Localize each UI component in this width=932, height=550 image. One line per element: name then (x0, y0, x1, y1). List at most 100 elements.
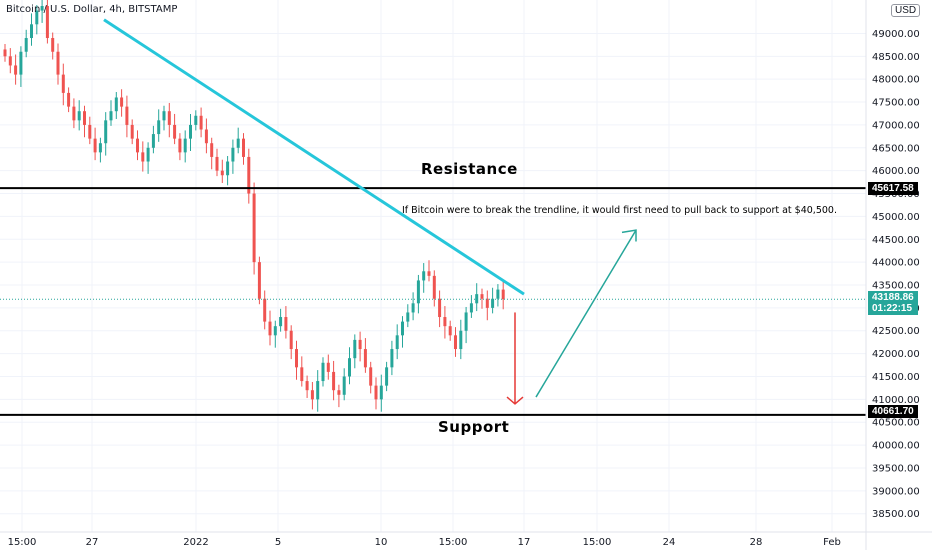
candle-body (279, 317, 283, 327)
candle-body (194, 115, 198, 125)
candle-body (475, 294, 479, 304)
candle-body (77, 111, 81, 121)
price-axis: 49000.00 48500.00 48000.00 47500.00 47000.00… (865, 0, 920, 550)
candle-body (93, 138, 97, 153)
y-tick-label: 39000.00 (872, 486, 920, 497)
candle-body (469, 303, 473, 313)
up-arrow-head (621, 229, 637, 242)
y-tick-label: 43500.00 (872, 281, 920, 292)
candle-body (385, 367, 389, 386)
x-tick-label: Feb (823, 537, 841, 548)
candle-body (146, 147, 150, 162)
down-arrow-head (506, 396, 524, 405)
candle-body (40, 6, 44, 11)
candle-body (56, 51, 60, 75)
candle-body (114, 97, 118, 112)
up-arrow-shaft (535, 229, 637, 398)
candle-body (125, 106, 129, 125)
candle-body (72, 106, 76, 121)
support-price-tag: 40661.70 (868, 405, 918, 418)
current-price-tag: 43188.86 01:22:15 (868, 291, 918, 315)
candle-body (30, 24, 33, 39)
candle-body (3, 49, 7, 57)
candle-body (136, 138, 139, 153)
trendline-note: If Bitcoin were to break the trendline, … (402, 205, 837, 216)
candle-body (422, 271, 426, 281)
candle-body (289, 330, 293, 350)
candle-body (215, 156, 219, 171)
y-tick-label: 40500.00 (872, 418, 920, 429)
candle-body (183, 138, 187, 153)
candle-body (459, 330, 463, 350)
candle-body (284, 317, 288, 331)
candle-body (104, 120, 108, 144)
candle-body (236, 138, 240, 148)
y-tick-label: 48500.00 (872, 52, 920, 63)
candle-body (406, 312, 410, 322)
candle-body (226, 161, 230, 176)
candle-body (454, 335, 457, 350)
candle-body (448, 326, 452, 336)
chart-title: Bitcoin / U.S. Dollar, 4h, BITSTAMP (6, 4, 178, 15)
y-tick-label: 42500.00 (872, 326, 920, 337)
x-tick-label: 28 (750, 537, 763, 548)
candle-body (220, 170, 224, 176)
candle-body (204, 129, 208, 144)
y-tick-label: 45000.00 (872, 212, 920, 223)
candle-body (395, 335, 399, 350)
x-tick-label: 24 (663, 537, 676, 548)
candle-body (464, 312, 468, 331)
candle-body (8, 56, 12, 66)
candle-body (342, 376, 346, 395)
candle-body (88, 124, 92, 139)
candle-body (363, 349, 367, 368)
candle-body (310, 390, 314, 400)
candle-body (98, 143, 102, 153)
grid-lines (0, 0, 866, 532)
candle-body (151, 134, 155, 148)
y-tick-label: 40000.00 (872, 441, 920, 452)
candle-body (247, 156, 251, 194)
candle-body (390, 349, 394, 368)
candle-body (83, 111, 86, 125)
currency-selector[interactable]: USD (891, 4, 921, 17)
x-tick-label: 5 (275, 537, 281, 548)
candle-body (321, 362, 325, 382)
candle-body (348, 358, 351, 377)
candle-body (416, 280, 420, 304)
y-tick-label: 41500.00 (872, 372, 920, 383)
candle-body (120, 97, 124, 107)
x-tick-label: 15:00 (8, 537, 37, 548)
candle-body (257, 262, 261, 299)
candle-body (141, 152, 145, 162)
candle-body (438, 298, 442, 318)
candle-body (268, 321, 272, 336)
drawing-tools (103, 18, 637, 405)
x-tick-label: 2022 (183, 537, 208, 548)
x-tick-label: 15:00 (439, 537, 468, 548)
candle-body (51, 38, 55, 52)
candle-body (167, 111, 171, 125)
candle-body (273, 326, 277, 336)
y-tick-label: 44500.00 (872, 235, 920, 246)
y-tick-label: 46000.00 (872, 166, 920, 177)
candle-body (353, 339, 357, 359)
candle-body (485, 298, 489, 308)
candle-body (326, 362, 330, 372)
y-tick-label: 46500.00 (872, 143, 920, 154)
candle-body (263, 298, 267, 322)
candle-body (19, 51, 23, 75)
candle-body (109, 111, 113, 121)
candle-body (199, 115, 203, 130)
y-tick-label: 39500.00 (872, 463, 920, 474)
y-tick-label: 44000.00 (872, 258, 920, 269)
y-tick-label: 41000.00 (872, 395, 920, 406)
candlestick-series (3, 0, 505, 412)
candle-body (480, 294, 484, 299)
candle-body (401, 321, 404, 336)
candle-body (157, 120, 161, 135)
candle-body (61, 74, 65, 93)
y-tick-label: 49000.00 (872, 29, 920, 40)
candle-body (242, 138, 245, 157)
